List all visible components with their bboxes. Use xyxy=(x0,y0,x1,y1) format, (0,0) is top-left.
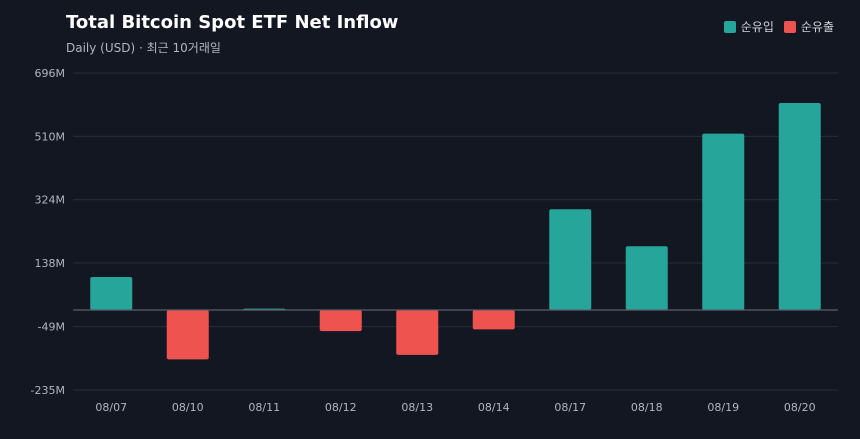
y-tick-label: 324M xyxy=(35,194,66,207)
bar-08-10[interactable] xyxy=(166,309,209,360)
x-tick-label: 08/11 xyxy=(248,401,280,414)
legend-swatch-inflow xyxy=(723,20,736,33)
bar-08-19[interactable] xyxy=(702,133,745,310)
bar-08-20[interactable] xyxy=(778,102,821,310)
y-tick-label: 696M xyxy=(35,67,66,80)
bar-08-17[interactable] xyxy=(549,209,592,310)
y-tick-label: -49M xyxy=(38,321,65,334)
x-tick-label: 08/07 xyxy=(95,401,127,414)
legend: 순유입 순유출 xyxy=(714,18,834,35)
y-tick-label: -235M xyxy=(31,384,65,397)
bar-08-12[interactable] xyxy=(319,309,362,332)
chart-title: Total Bitcoin Spot ETF Net Inflow xyxy=(66,12,399,33)
x-tick-label: 08/18 xyxy=(631,401,663,414)
x-tick-label: 08/13 xyxy=(401,401,433,414)
x-tick-label: 08/10 xyxy=(172,401,204,414)
legend-item-inflow[interactable]: 순유입 xyxy=(723,18,774,35)
legend-label-inflow: 순유입 xyxy=(740,20,774,34)
legend-label-outflow: 순유출 xyxy=(800,20,834,34)
x-tick-label: 08/12 xyxy=(325,401,357,414)
chart-subtitle: Daily (USD) · 최근 10거래일 xyxy=(66,41,221,55)
bar-08-18[interactable] xyxy=(625,246,668,310)
legend-swatch-outflow xyxy=(783,20,796,33)
x-tick-label: 08/17 xyxy=(554,401,586,414)
bar-08-07[interactable] xyxy=(90,276,133,310)
x-tick-label: 08/19 xyxy=(707,401,739,414)
y-tick-label: 510M xyxy=(35,130,66,143)
x-tick-label: 08/20 xyxy=(784,401,816,414)
bar-08-14[interactable] xyxy=(472,309,515,330)
x-tick-label: 08/14 xyxy=(478,401,510,414)
y-tick-label: 138M xyxy=(35,257,66,270)
bar-08-13[interactable] xyxy=(396,309,439,355)
legend-item-outflow[interactable]: 순유출 xyxy=(783,18,834,35)
